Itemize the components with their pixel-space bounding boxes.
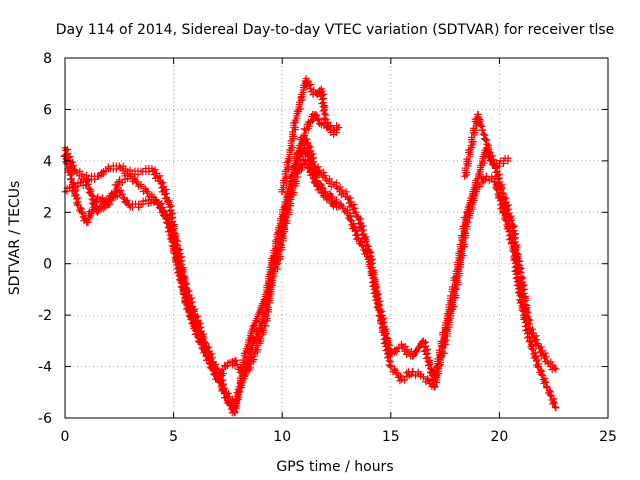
data-marks bbox=[60, 75, 560, 417]
series-markers bbox=[61, 156, 340, 383]
y-tick-label: -4 bbox=[38, 360, 52, 376]
y-tick-label: 4 bbox=[43, 154, 52, 170]
y-axis-label: SDTVAR / TECUs bbox=[7, 181, 23, 296]
series-markers bbox=[60, 144, 560, 417]
series-trace-2 bbox=[60, 144, 560, 417]
axis-ticks bbox=[64, 57, 609, 419]
y-tick-label: 6 bbox=[43, 102, 52, 118]
x-tick-label: 5 bbox=[169, 429, 178, 445]
y-tick-labels: -6 -4 -2 0 2 4 6 8 bbox=[38, 51, 52, 427]
grid-lines bbox=[65, 58, 608, 418]
y-tick-label: 2 bbox=[43, 205, 52, 221]
x-tick-label: 0 bbox=[61, 429, 70, 445]
series-markers bbox=[296, 110, 343, 149]
x-axis-label: GPS time / hours bbox=[276, 459, 393, 475]
chart-title: Day 114 of 2014, Sidereal Day-to-day VTE… bbox=[56, 22, 615, 38]
series-trace-5 bbox=[296, 110, 343, 149]
series-trace-3 bbox=[61, 156, 340, 383]
y-tick-label: 0 bbox=[43, 257, 52, 273]
x-tick-label: 25 bbox=[599, 429, 617, 445]
y-tick-label: -2 bbox=[38, 308, 52, 324]
x-tick-label: 10 bbox=[273, 429, 291, 445]
x-tick-label: 15 bbox=[382, 429, 400, 445]
y-tick-label: -6 bbox=[38, 411, 52, 427]
series-markers bbox=[278, 75, 340, 196]
x-tick-label: 20 bbox=[490, 429, 508, 445]
series-trace-4 bbox=[278, 75, 340, 196]
y-tick-label: 8 bbox=[43, 51, 52, 67]
plot-frame bbox=[64, 57, 609, 419]
series-markers bbox=[461, 110, 512, 180]
series-trace-6 bbox=[461, 110, 512, 180]
x-tick-labels: 0 5 10 15 20 25 bbox=[61, 429, 617, 445]
